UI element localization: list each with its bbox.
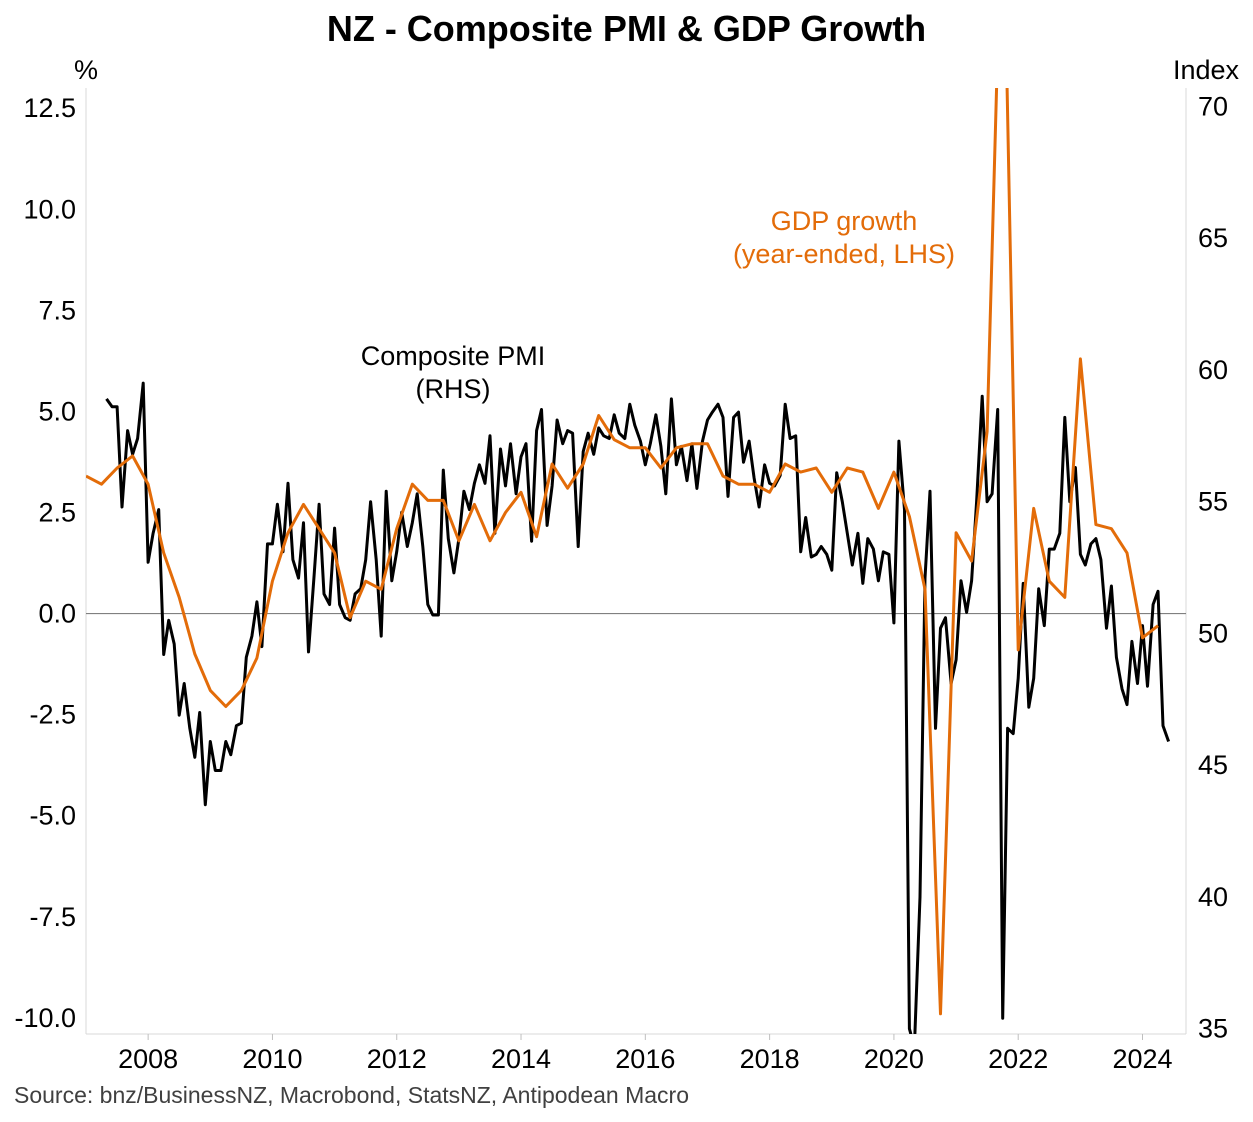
gdp-annotation: GDP growth — [771, 206, 918, 236]
source-note: Source: bnz/BusinessNZ, Macrobond, Stats… — [14, 1082, 689, 1108]
right-tick-label: 65 — [1198, 223, 1228, 253]
x-tick-label: 2008 — [118, 1044, 178, 1074]
x-tick-label: 2018 — [740, 1044, 800, 1074]
right-tick-label: 55 — [1198, 487, 1228, 517]
left-tick-label: -2.5 — [29, 700, 76, 730]
left-tick-label: 7.5 — [38, 295, 76, 325]
x-tick-label: 2010 — [242, 1044, 302, 1074]
x-tick-label: 2020 — [864, 1044, 924, 1074]
right-tick-label: 60 — [1198, 355, 1228, 385]
x-tick-label: 2012 — [367, 1044, 427, 1074]
left-tick-label: 0.0 — [38, 599, 76, 629]
gdp-annotation: (year-ended, LHS) — [733, 239, 955, 269]
left-tick-label: -10.0 — [14, 1003, 76, 1033]
x-tick-label: 2024 — [1112, 1044, 1172, 1074]
left-tick-label: 2.5 — [38, 497, 76, 527]
left-tick-label: 5.0 — [38, 396, 76, 426]
right-tick-label: 70 — [1198, 91, 1228, 121]
right-tick-label: 50 — [1198, 618, 1228, 648]
composite-pmi-line — [105, 381, 1171, 1034]
chart-title: NZ - Composite PMI & GDP Growth — [326, 8, 927, 49]
left-tick-label: -5.0 — [29, 801, 76, 831]
x-tick-label: 2022 — [988, 1044, 1048, 1074]
left-tick-label: -7.5 — [29, 902, 76, 932]
right-tick-label: 35 — [1198, 1014, 1228, 1044]
chart-axes — [85, 88, 1187, 1040]
chart-series — [86, 88, 1171, 1034]
chart-labels: -10.0 -7.5 -5.0 -2.5 0.0 2.5 5.0 7.5 10.0 12.5 35 4… — [14, 55, 1239, 1074]
right-axis-unit: Index — [1173, 55, 1240, 85]
left-axis-unit: % — [74, 55, 98, 85]
pmi-annotation: Composite PMI — [361, 341, 546, 371]
right-tick-label: 45 — [1198, 750, 1228, 780]
pmi-annotation: (RHS) — [416, 374, 491, 404]
x-tick-label: 2016 — [615, 1044, 675, 1074]
right-tick-label: 40 — [1198, 882, 1228, 912]
x-tick-label: 2014 — [491, 1044, 551, 1074]
left-tick-label: 10.0 — [23, 194, 76, 224]
gdp-growth-line — [86, 88, 1159, 1016]
left-tick-label: 12.5 — [23, 93, 76, 123]
